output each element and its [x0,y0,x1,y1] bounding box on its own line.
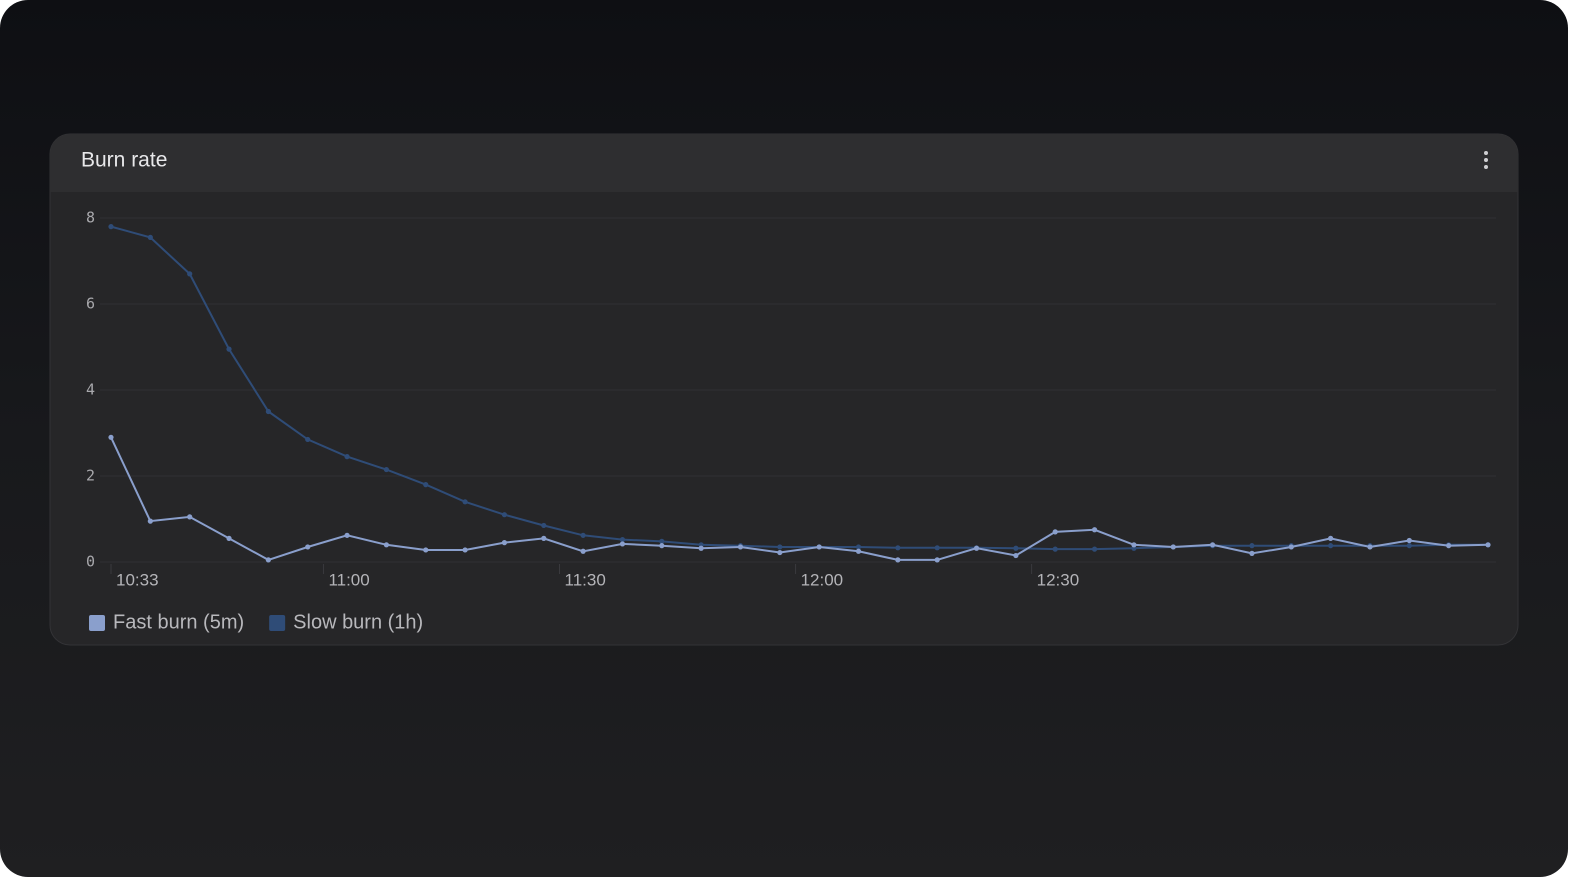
data-point [1328,543,1334,549]
x-tick-label: 11:30 [565,570,606,589]
x-tick-label: 10:33 [116,570,159,589]
data-point [1288,544,1294,550]
x-tick-label: 12:30 [1037,570,1080,589]
legend-label: Fast burn (5m) [113,611,244,633]
data-point [1091,527,1098,533]
data-point [895,545,901,551]
data-point [108,434,114,440]
data-point [855,544,862,550]
data-point [973,545,980,551]
data-point [1367,544,1373,550]
data-point [1328,535,1334,541]
data-point [305,436,311,443]
data-point [462,547,468,553]
legend-label: Slow burn (1h) [293,611,423,633]
data-point [187,271,193,277]
data-point [1013,545,1019,551]
series-line [110,225,1488,551]
data-point [816,544,822,550]
data-point [462,499,468,505]
data-point [1406,543,1412,549]
data-point [1210,542,1216,548]
data-point [895,557,901,563]
data-point [1052,546,1058,552]
data-point [580,548,586,554]
data-point [1406,537,1412,544]
data-point [1170,544,1176,550]
data-point [147,234,153,240]
data-point [305,544,311,550]
x-tick-label: 12:00 [801,570,844,589]
data-point [383,542,389,548]
legend-swatch [269,615,286,631]
data-point [344,532,350,538]
data-point [1052,529,1058,535]
data-point [383,466,389,473]
panel-title: Burn rate [81,149,167,172]
data-point [423,482,429,488]
data-point [619,537,626,543]
data-point [1131,542,1137,548]
x-tick-label: 11:00 [328,570,369,589]
panel-menu[interactable] [1484,151,1488,169]
data-point [1446,543,1452,549]
data-point [698,545,704,551]
data-point [187,514,193,520]
y-tick-label: 4 [86,381,95,399]
data-point [737,544,744,550]
data-point [1091,546,1098,552]
data-point [344,454,350,460]
y-tick-label: 8 [86,209,95,227]
data-point [580,532,586,538]
data-point [265,408,271,415]
data-point [659,543,665,549]
series-line [110,436,1489,561]
data-point [108,224,114,230]
data-point [1249,550,1255,557]
data-point [1013,552,1019,559]
data-point [934,545,940,551]
data-point [541,522,547,529]
y-tick-label: 0 [86,553,95,571]
legend-swatch [89,615,105,631]
data-point [541,535,547,541]
y-tick-label: 2 [86,467,95,485]
data-point [777,544,783,550]
data-point [501,512,508,518]
data-point [226,346,232,352]
y-tick-label: 6 [86,295,95,313]
data-point [423,547,429,553]
data-point [659,538,665,544]
data-point [777,549,783,556]
data-point [265,557,271,563]
data-point [1249,543,1255,549]
panel-header [50,134,1518,192]
data-point [501,540,508,546]
data-point [619,541,626,547]
data-point [1485,542,1491,548]
data-point [855,548,862,554]
data-point [226,535,232,541]
data-point [147,518,153,524]
data-point [934,557,940,563]
